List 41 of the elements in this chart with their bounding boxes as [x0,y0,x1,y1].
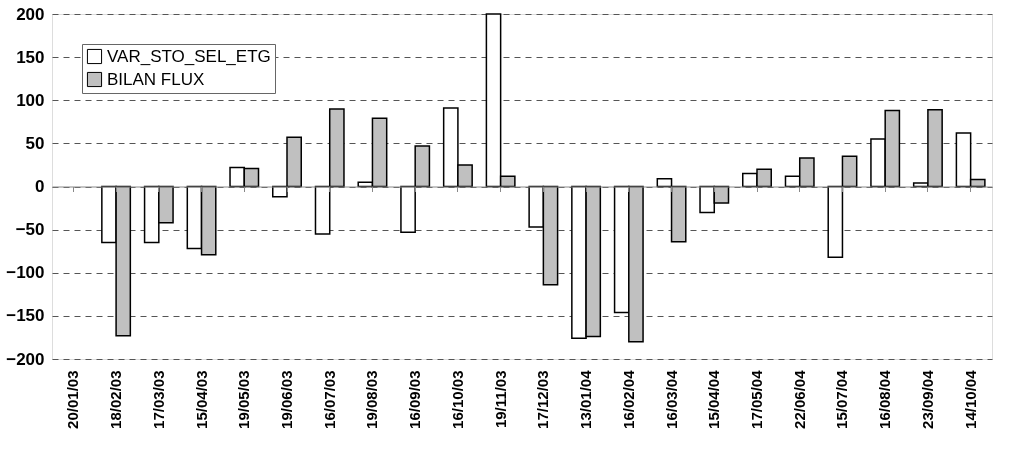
x-tick-label: 19/08/03 [363,370,381,429]
x-tick-label: 20/01/03 [64,370,82,429]
legend-label: BILAN FLUX [107,69,205,89]
x-tick-label: 18/02/03 [107,370,125,429]
y-tick-label: −150 [6,306,45,326]
bar [414,145,431,188]
x-tick-label: 13/01/04 [577,369,595,429]
x-tick-label: 15/04/03 [192,370,210,429]
x-tick-label: 19/06/03 [278,370,295,429]
x-tick-label: 19/05/03 [235,370,253,429]
x-tick-label: 15/07/04 [833,369,851,429]
x-tick-label: 16/03/04 [662,369,680,429]
y-tick-label: 100 [16,90,45,110]
y-tick-label: −100 [6,263,45,283]
bar [314,185,331,235]
x-tick-label: 23/09/04 [918,369,936,429]
y-tick-label: 50 [25,133,45,153]
bar [328,108,345,188]
bar [670,185,687,243]
y-tick-label: 200 [16,4,45,24]
x-tick-label: 22/06/04 [790,369,808,429]
x-tick-label: 16/10/03 [448,370,466,429]
y-tick-label: −50 [15,220,45,240]
bar [400,185,416,233]
bar [841,155,858,188]
x-tick-label: 16/02/04 [619,369,637,429]
y-tick-label: 0 [35,177,45,196]
y-tick-label: −200 [6,349,45,369]
x-tick-label: 17/12/03 [534,370,552,429]
x-tick-label: 19/11/03 [491,370,509,429]
x-tick-label: 16/08/04 [876,369,894,429]
x-tick-label: 16/07/03 [320,370,338,429]
x-tick-label: 17/03/03 [149,370,167,429]
bar [827,185,844,258]
x-tick-label: 17/05/04 [748,369,765,429]
legend-label: VAR_STO_SEL_ETG [107,46,271,66]
bar [286,136,302,188]
x-tick-label: 14/10/04 [961,369,979,429]
x-tick-label: 16/09/03 [406,370,424,429]
x-tick-label: 15/04/04 [705,369,723,429]
y-tick-label: 150 [16,47,45,67]
